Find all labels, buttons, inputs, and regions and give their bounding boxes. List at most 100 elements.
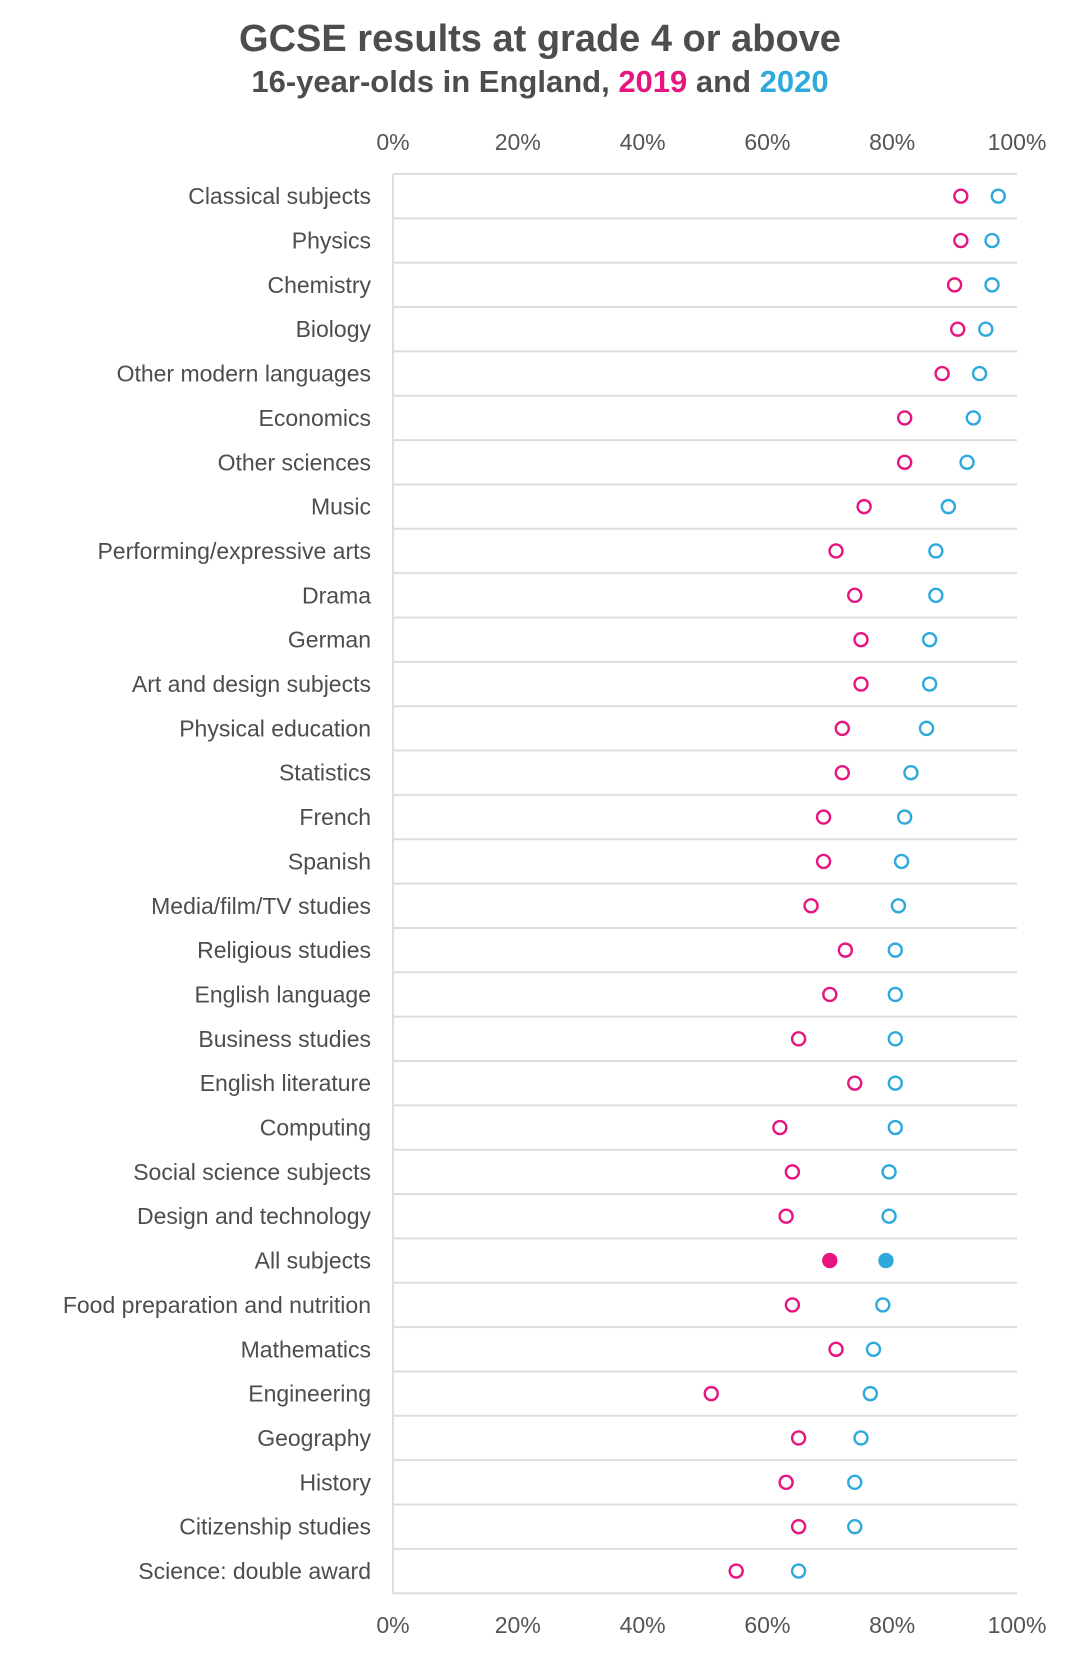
point-2020-french [896, 809, 913, 825]
point-2019-engineering [703, 1385, 719, 1402]
point-2020-geography [853, 1430, 869, 1446]
point-2020-art-and-design-subjects [921, 676, 938, 692]
point-2020-all-subjects [878, 1252, 894, 1269]
point-2019-other-modern-languages [934, 365, 950, 382]
category-label: Performing/expressive arts [97, 538, 371, 564]
point-2020-english-language [887, 986, 904, 1003]
category-label: English literature [200, 1070, 371, 1096]
point-2019-german [853, 631, 869, 648]
chart-subtitle: 16-year-olds in England, 2019 and 2020 [0, 64, 1080, 100]
point-2020-german [921, 631, 938, 648]
point-2020-engineering [862, 1385, 879, 1402]
point-2020-performing-expressive-arts [928, 543, 944, 559]
x-tick-label-bottom: 40% [620, 1612, 666, 1638]
x-tick-label-top: 0% [376, 129, 409, 155]
point-2019-performing-expressive-arts [828, 543, 844, 559]
point-2019-business-studies [790, 1031, 807, 1047]
chart-title: GCSE results at grade 4 or above [239, 18, 841, 60]
point-2020-citizenship-studies [847, 1518, 863, 1535]
category-label: Other sciences [218, 449, 371, 475]
point-2020-science-double-award [790, 1563, 807, 1579]
x-tick-label-top: 100% [988, 129, 1047, 155]
category-label: Design and technology [137, 1203, 371, 1229]
category-label: Chemistry [267, 272, 371, 298]
category-label: Geography [257, 1425, 371, 1451]
category-label: Citizenship studies [179, 1514, 371, 1540]
point-2019-english-language [822, 986, 838, 1003]
category-label: Social science subjects [133, 1159, 371, 1185]
point-2019-classical-subjects [953, 188, 969, 204]
point-2019-mathematics [828, 1341, 844, 1357]
category-label: French [299, 804, 371, 830]
point-2020-business-studies [887, 1031, 904, 1047]
point-2020-design-and-technology [881, 1208, 897, 1224]
category-label: Science: double award [138, 1558, 371, 1584]
category-label: Economics [259, 405, 371, 431]
point-2019-citizenship-studies [790, 1518, 807, 1535]
category-label: Media/film/TV studies [151, 893, 371, 919]
point-2020-spanish [893, 853, 910, 870]
category-label: English language [195, 981, 371, 1007]
point-2020-media-film-tv-studies [890, 898, 907, 914]
category-label: Biology [296, 316, 372, 342]
point-2019-geography [790, 1430, 807, 1446]
point-2019-science-double-award [728, 1563, 744, 1579]
point-2020-religious-studies [887, 942, 904, 958]
point-2019-design-and-technology [778, 1208, 794, 1224]
subtitle-2019-label: 2019 [618, 64, 688, 99]
category-label: Engineering [248, 1381, 371, 1407]
category-label: Business studies [198, 1026, 371, 1052]
point-2019-music [856, 498, 872, 515]
point-2019-spanish [815, 853, 832, 870]
subtitle-2020-label: 2020 [759, 64, 829, 99]
point-2019-computing [772, 1119, 788, 1136]
x-tick-label-top: 20% [495, 129, 541, 155]
point-2020-food-preparation-and-nutrition [875, 1297, 891, 1313]
category-label: Food preparation and nutrition [63, 1292, 371, 1318]
point-2019-english-literature [847, 1075, 863, 1091]
point-2020-statistics [903, 765, 919, 781]
category-label: Music [311, 494, 371, 520]
point-2020-music [940, 498, 957, 515]
category-label: Classical subjects [188, 183, 371, 209]
x-tick-label-top: 40% [620, 129, 666, 155]
category-label: Computing [260, 1115, 371, 1141]
point-2019-physics [953, 232, 969, 249]
x-tick-label-top: 80% [869, 129, 915, 155]
point-2020-english-literature [887, 1075, 904, 1091]
x-tick-label-bottom: 20% [495, 1612, 541, 1638]
point-2019-art-and-design-subjects [853, 676, 869, 692]
point-2019-other-sciences [896, 454, 913, 470]
x-tick-label-bottom: 0% [376, 1612, 409, 1638]
point-2019-biology [950, 321, 966, 337]
category-label: Physics [292, 228, 371, 254]
x-tick-label-bottom: 100% [988, 1612, 1047, 1638]
point-2020-other-modern-languages [971, 365, 988, 382]
category-label: Mathematics [241, 1336, 371, 1362]
point-2019-food-preparation-and-nutrition [784, 1297, 801, 1313]
point-2019-statistics [834, 765, 850, 781]
category-label: History [299, 1469, 371, 1495]
subtitle-joiner: and [695, 64, 752, 99]
point-2020-physical-education [918, 720, 935, 737]
point-2020-computing [887, 1119, 904, 1136]
point-2019-social-science-subjects [784, 1164, 801, 1180]
point-2020-mathematics [865, 1341, 882, 1357]
point-2019-drama [847, 587, 863, 604]
point-2020-physics [984, 232, 1000, 249]
x-tick-label-bottom: 60% [744, 1612, 790, 1638]
point-2020-other-sciences [959, 454, 975, 470]
category-label: All subjects [255, 1248, 371, 1274]
point-2019-economics [896, 410, 913, 426]
point-2019-french [815, 809, 832, 825]
category-label: Religious studies [197, 937, 371, 963]
point-2019-all-subjects [822, 1252, 838, 1269]
category-label: Drama [302, 582, 371, 608]
point-2020-social-science-subjects [881, 1164, 897, 1180]
point-2019-media-film-tv-studies [803, 898, 819, 914]
category-label: Physical education [179, 715, 371, 741]
point-2020-economics [965, 410, 982, 426]
category-label: German [288, 627, 371, 653]
category-label: Spanish [288, 848, 371, 874]
